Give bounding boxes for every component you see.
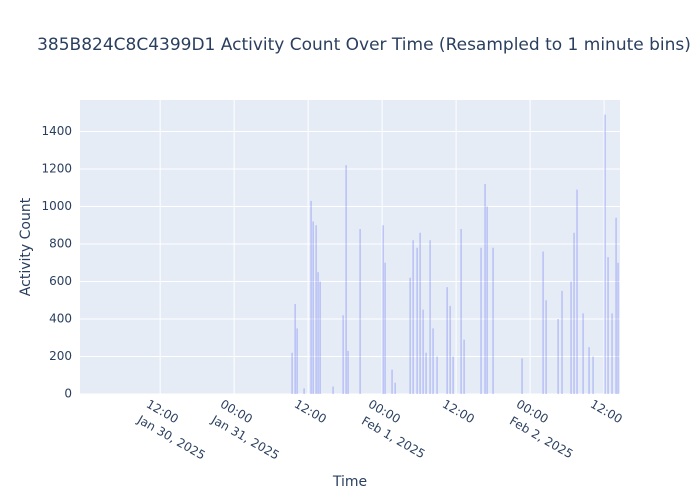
bar: [416, 247, 418, 394]
bar: [446, 287, 448, 394]
bar: [615, 217, 617, 394]
bar: [604, 114, 606, 394]
y-tick-label: 400: [49, 312, 72, 326]
bar: [557, 319, 559, 394]
plot-area: [80, 100, 620, 394]
x-tick-label: 12:00: [588, 397, 625, 426]
bar: [521, 358, 523, 394]
bar: [486, 206, 488, 394]
bar: [460, 229, 462, 394]
y-tick-label: 800: [49, 237, 72, 251]
bar: [382, 225, 384, 394]
bar: [391, 369, 393, 394]
bar: [484, 184, 486, 394]
bar: [317, 272, 319, 394]
bar: [345, 165, 347, 394]
bar: [436, 356, 438, 394]
y-tick-label: 1400: [41, 124, 72, 138]
bar: [492, 247, 494, 394]
y-tick-label: 200: [49, 349, 72, 363]
bar: [347, 350, 349, 394]
y-tick-label: 1000: [41, 199, 72, 213]
bar: [419, 232, 421, 394]
bar: [449, 305, 451, 394]
bar: [412, 240, 414, 394]
y-tick-label: 0: [64, 387, 72, 401]
bar: [425, 352, 427, 394]
bar: [296, 328, 298, 394]
bar: [617, 262, 619, 394]
bar: [409, 277, 411, 394]
bar: [576, 189, 578, 394]
bar: [480, 247, 482, 394]
bar: [432, 328, 434, 394]
x-axis-title: Time: [332, 474, 367, 490]
bar: [332, 386, 334, 394]
bar: [342, 315, 344, 394]
bar: [582, 313, 584, 394]
bar: [312, 221, 314, 394]
bar: [607, 257, 609, 394]
y-axis-title: Activity Count: [18, 197, 34, 296]
bar: [570, 281, 572, 394]
bar: [561, 290, 563, 394]
bar: [452, 356, 454, 394]
y-tick-label: 1200: [41, 162, 72, 176]
bar: [315, 225, 317, 394]
bar: [542, 251, 544, 394]
bar: [588, 347, 590, 394]
bar: [611, 313, 613, 394]
bar: [573, 232, 575, 394]
bar: [463, 339, 465, 394]
bar: [422, 309, 424, 394]
bar: [294, 304, 296, 394]
bar: [359, 229, 361, 394]
chart-title: 385B824C8C4399D1 Activity Count Over Tim…: [37, 35, 691, 55]
bar: [319, 281, 321, 394]
bar: [384, 262, 386, 394]
x-tick-label: 12:00: [440, 397, 477, 426]
bar: [303, 388, 305, 394]
bar: [291, 352, 293, 394]
bar: [545, 300, 547, 394]
bar: [429, 240, 431, 394]
bar: [394, 382, 396, 394]
x-tick-label: 12:00: [292, 397, 329, 426]
bar: [592, 356, 594, 394]
bar: [310, 200, 312, 394]
y-tick-label: 600: [49, 274, 72, 288]
